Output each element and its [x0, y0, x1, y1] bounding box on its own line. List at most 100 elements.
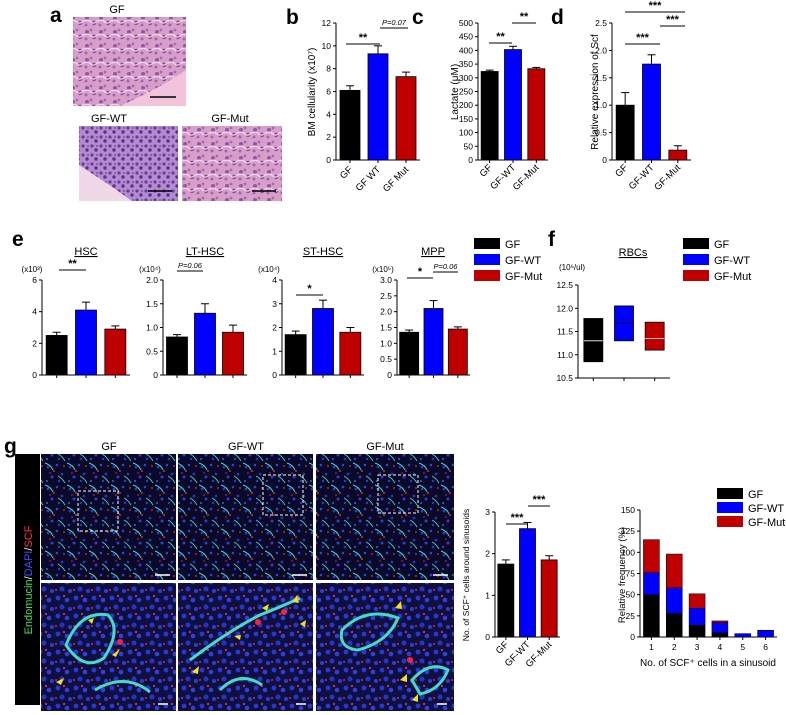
panel-label-d: d — [551, 6, 564, 29]
legend-label-gf-mut: GF-Mut — [714, 271, 751, 283]
x-tick-label: GF — [613, 162, 630, 179]
y-tick-label: 0 — [387, 370, 392, 380]
y-tick-label: 11.5 — [557, 327, 573, 337]
x-tick-label: 5 — [740, 642, 745, 652]
bar-segment — [757, 629, 774, 638]
legend-label-gf: GF — [714, 239, 730, 251]
axis-scale-label: (x10⁴) — [258, 265, 280, 274]
y-tick-label: 12.5 — [556, 280, 573, 290]
channel-separator: / — [23, 575, 35, 579]
legend-label: GF-WT — [748, 503, 784, 515]
bar-segment — [666, 587, 683, 614]
legend-label-gf-wt: GF-WT — [714, 255, 750, 267]
y-tick-label: 0 — [602, 155, 607, 165]
p-value-label: P=0.07 — [382, 18, 407, 27]
y-tick-label: 4 — [272, 275, 277, 285]
x-tick-label: 6 — [763, 642, 768, 652]
arrow — [292, 595, 299, 603]
y-tick-label: 150 — [459, 114, 473, 124]
y-tick-label: 4 — [326, 109, 331, 119]
legend-swatch — [717, 488, 743, 499]
x-tick-label: GF — [478, 162, 495, 179]
bar — [284, 334, 307, 376]
y-tick-label: 2 — [326, 132, 331, 142]
y-axis-label: Relative frequency (%) — [617, 527, 628, 623]
legend-label-gf: GF — [505, 239, 521, 251]
y-tick-label: 450 — [459, 32, 473, 42]
y-tick-label: 11.0 — [557, 350, 573, 360]
if-overview-gf-mut — [316, 454, 454, 580]
y-tick-label: 3 — [485, 507, 490, 517]
bar — [399, 331, 420, 376]
y-axis-label: No. of SCF⁺ cells around sinusoids — [461, 509, 471, 642]
y-tick-label: 2.0 — [595, 45, 607, 55]
x-tick-label: GF-Mut — [511, 162, 542, 193]
legend-swatch-gf-wt — [683, 254, 709, 265]
significance-stars: *** — [666, 14, 680, 26]
arrow — [88, 618, 94, 624]
legend-swatch-gf — [683, 238, 709, 249]
y-tick-label: 0.5 — [380, 354, 392, 364]
y-tick-label: 1 — [272, 346, 277, 356]
x-tick-label: 3 — [695, 642, 700, 652]
bar-segment — [688, 593, 706, 609]
x-tick-label: GF — [338, 164, 355, 181]
y-tick-label: 75 — [626, 569, 636, 579]
arrow — [300, 620, 306, 627]
bar — [497, 563, 515, 638]
sinusoid — [64, 612, 116, 665]
y-tick-label: 10 — [322, 41, 332, 51]
significance-stars: ** — [520, 11, 529, 23]
y-tick-label: 100 — [459, 128, 473, 138]
bar — [339, 331, 362, 376]
arrow — [192, 666, 199, 674]
subplot-title: RBCs — [619, 247, 648, 259]
legend-f: GF GF-WT GF-Mut — [683, 238, 751, 283]
y-tick-label: 10.5 — [556, 373, 573, 383]
panel-label-e: e — [12, 228, 24, 251]
y-tick-label: 12.0 — [556, 303, 573, 313]
if-overview-gf-wt — [178, 454, 313, 580]
panel-label-g: g — [4, 435, 17, 458]
image-title-gf: GF — [101, 441, 117, 453]
significance-stars: ** — [68, 258, 77, 270]
bar-segment — [643, 539, 660, 573]
y-tick-label: 125 — [621, 526, 635, 536]
x-tick-label: GF WT — [354, 164, 384, 194]
histology-image-gf-mut — [182, 126, 282, 201]
bar — [540, 559, 558, 638]
significance-stars: *** — [649, 0, 663, 12]
bar — [367, 53, 389, 161]
bar — [166, 336, 188, 376]
y-tick-label: 0 — [630, 632, 635, 642]
panel-label-b: b — [286, 6, 299, 29]
channel-scf: SCF — [23, 525, 35, 547]
arrow — [412, 694, 418, 702]
bar-segment — [734, 633, 751, 638]
y-tick-label: 25 — [626, 611, 636, 621]
x-tick-label: 4 — [718, 642, 723, 652]
bar — [75, 309, 97, 376]
scf-cell — [117, 639, 123, 645]
p-value-label: P=0.06 — [178, 261, 203, 270]
significance-stars: *** — [636, 32, 650, 44]
legend-swatch-gf-wt — [474, 254, 500, 265]
y-tick-label: 2.0 — [380, 307, 392, 317]
sinusoid — [189, 596, 301, 662]
arrows — [56, 595, 418, 702]
bar — [395, 76, 417, 161]
bar-segment — [711, 620, 729, 623]
if-zoom-gf-wt — [178, 583, 313, 711]
zoom-box — [377, 474, 419, 514]
legend-label-gf-wt: GF-WT — [505, 255, 541, 267]
if-overview-gf — [41, 454, 176, 580]
bar — [480, 71, 499, 161]
x-tick-label: GF-Mut — [652, 162, 683, 193]
y-tick-label: 50 — [464, 141, 474, 151]
channel-label: Endomucin/DAPI/SCF — [23, 525, 35, 634]
bar — [194, 312, 216, 376]
bar — [447, 328, 468, 376]
y-tick-label: 8 — [326, 64, 331, 74]
